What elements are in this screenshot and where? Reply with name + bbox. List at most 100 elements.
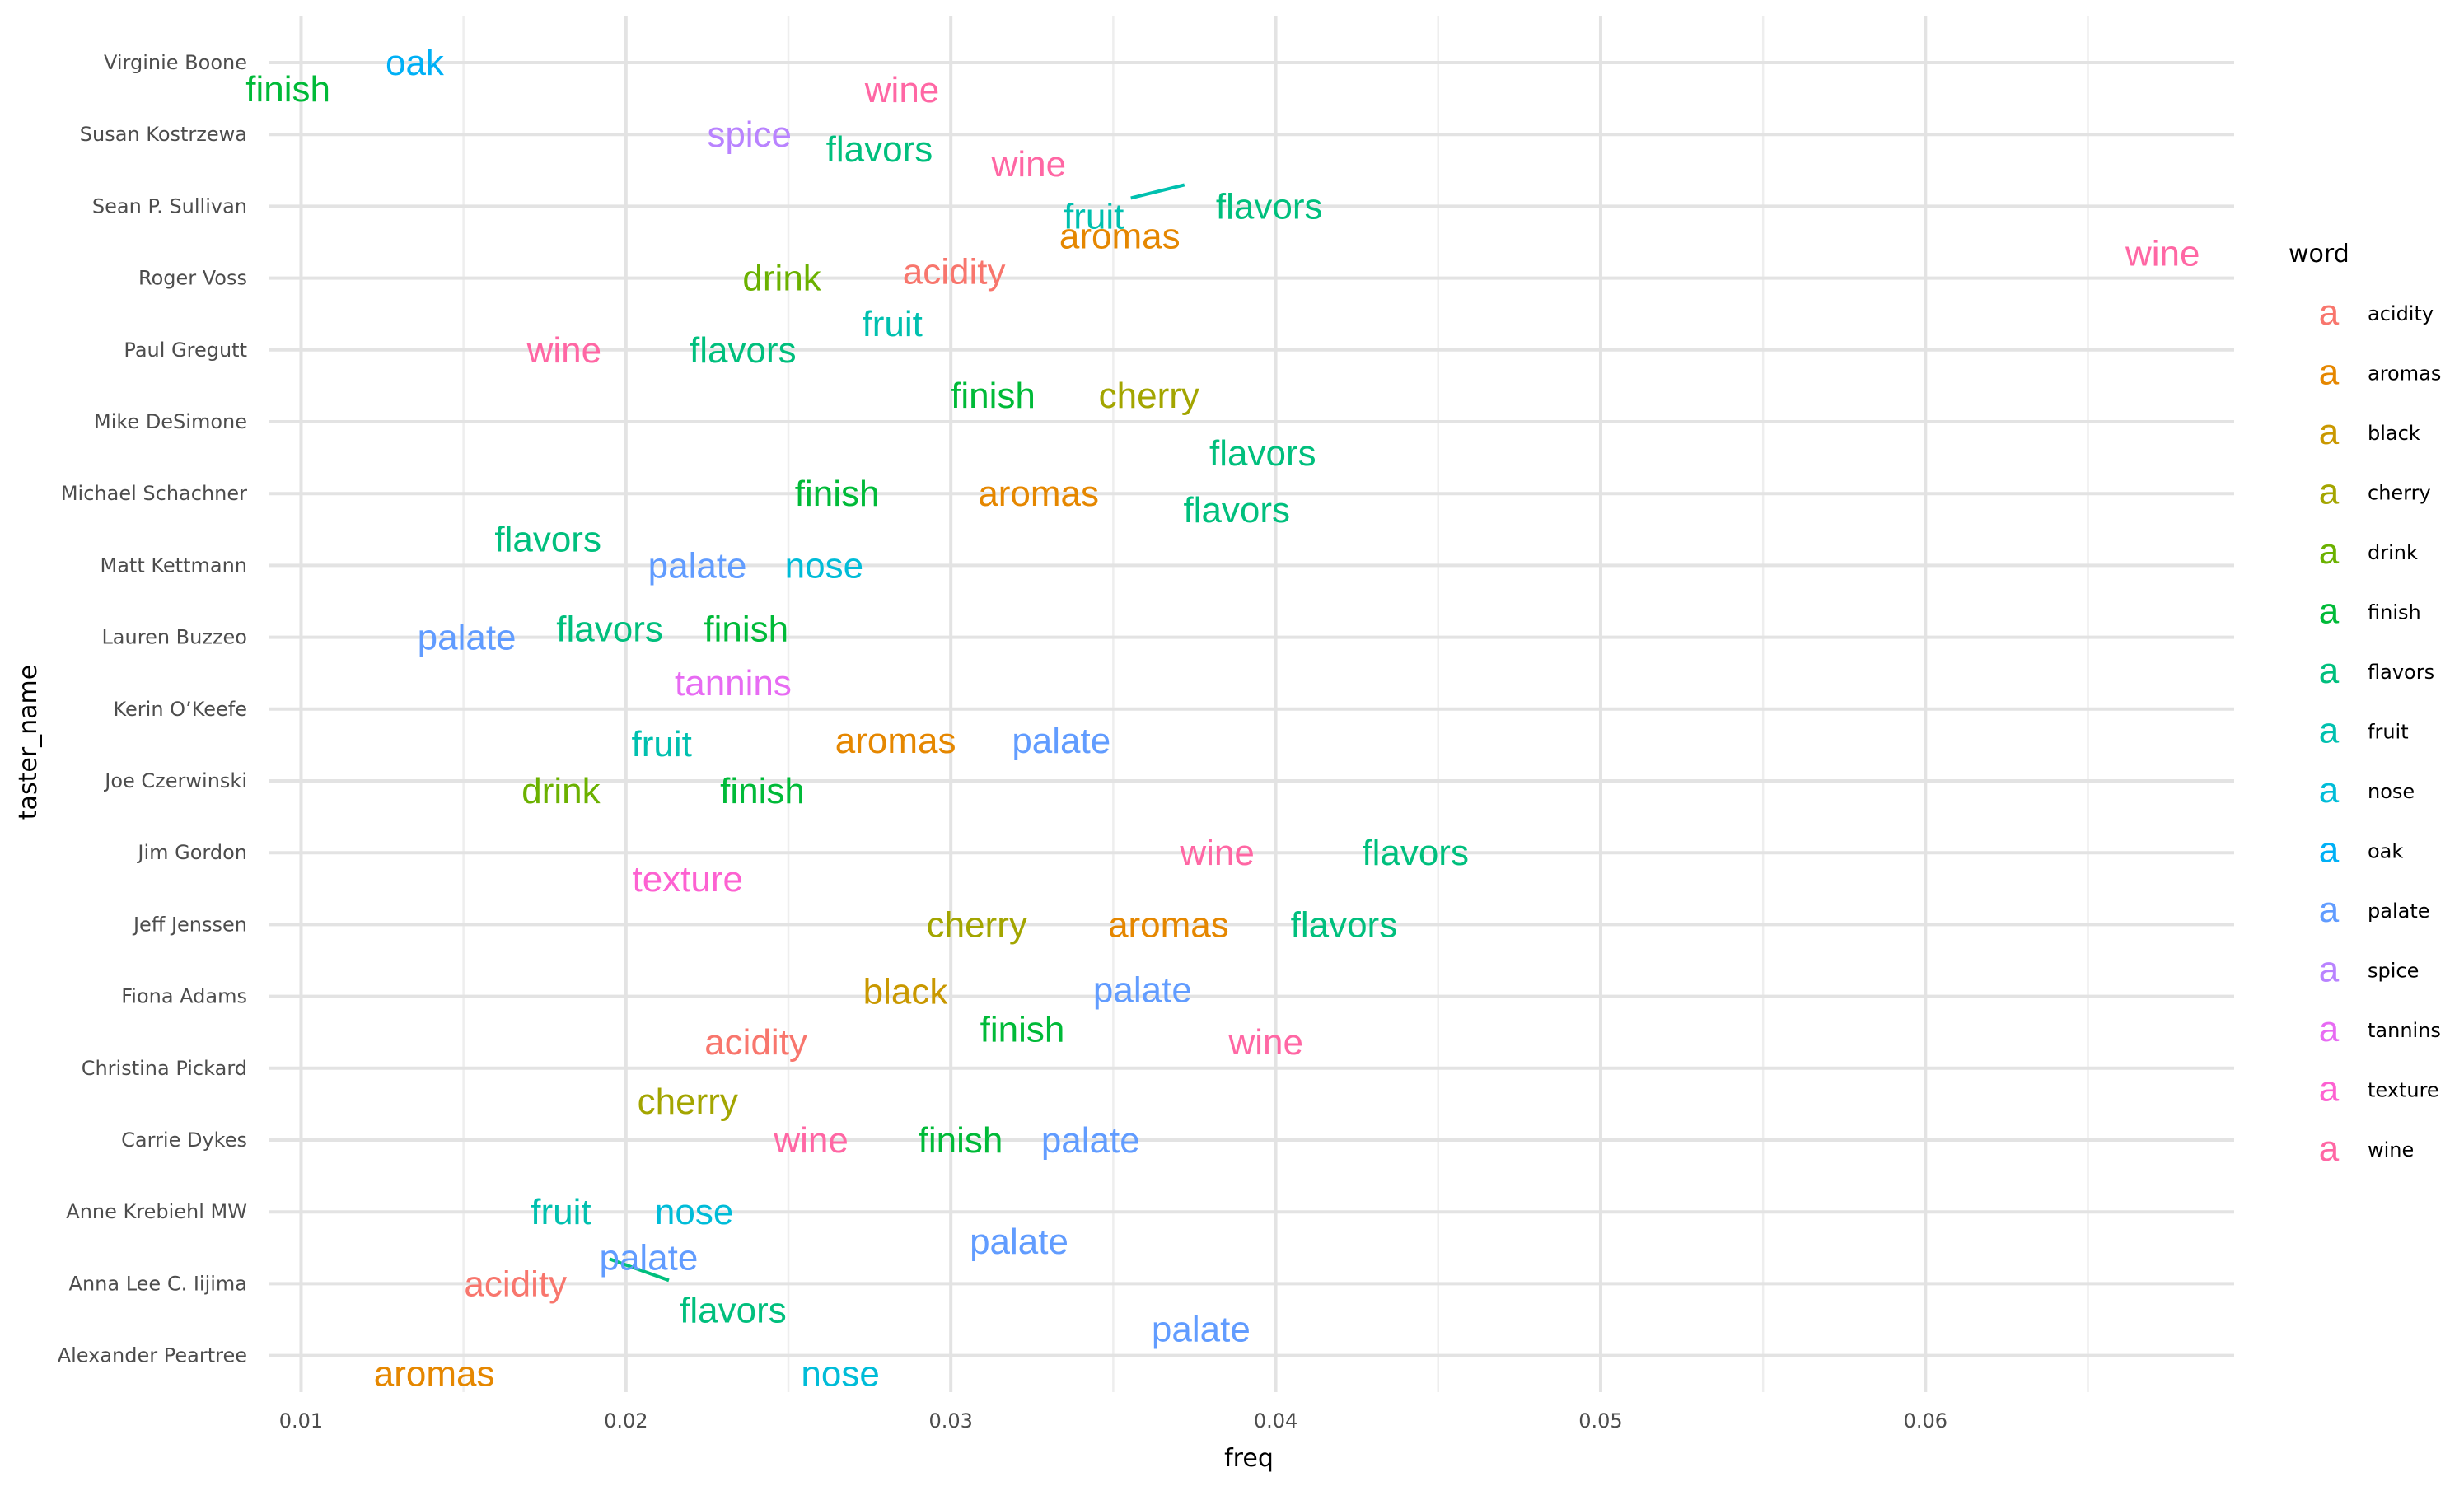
legend-key-glyph: a <box>2319 1009 2340 1049</box>
y-tick-label: Kerin O’Keefe <box>114 698 248 721</box>
word-label-fruit: fruit <box>1064 196 1124 236</box>
word-label-wine: wine <box>864 70 940 110</box>
y-tick-label: Michael Schachner <box>61 482 247 505</box>
y-tick-label: Roger Voss <box>138 267 247 290</box>
word-label-nose: nose <box>655 1192 733 1232</box>
x-tick-label: 0.05 <box>1578 1409 1622 1432</box>
word-label-palate: palate <box>1041 1120 1140 1161</box>
word-label-flavors: flavors <box>680 1290 787 1330</box>
word-label-palate: palate <box>1093 970 1192 1011</box>
y-axis-tick-labels: Virginie Boone Susan Kostrzewa Sean P. Sul… <box>58 51 247 1367</box>
word-label-oak: oak <box>386 43 445 83</box>
legend-item-texture: a texture <box>2319 1069 2439 1110</box>
word-label-acidity: acidity <box>903 252 1006 292</box>
word-label-finish: finish <box>919 1120 1003 1161</box>
y-axis-title: taster_name <box>14 665 43 820</box>
word-label-fruit: fruit <box>863 304 923 344</box>
legend-label: wine <box>2368 1138 2414 1161</box>
word-label-palate: palate <box>418 618 517 658</box>
legend-label: black <box>2368 422 2420 445</box>
word-label-aromas: aromas <box>1059 216 1181 256</box>
x-axis-tick-labels: 0.01 0.02 0.03 0.04 0.05 0.06 <box>279 1409 1947 1432</box>
word-label-acidity: acidity <box>704 1022 807 1063</box>
word-label-cherry: cherry <box>1099 376 1199 416</box>
legend-key-glyph: a <box>2319 950 2340 990</box>
word-label-wine: wine <box>526 330 602 371</box>
word-label-fruit: fruit <box>632 724 692 764</box>
word-label-flavors: flavors <box>1291 904 1398 945</box>
legend-key-glyph: a <box>2319 651 2340 691</box>
label-leader-line <box>609 1257 670 1283</box>
legend-label: finish <box>2368 601 2421 624</box>
word-label-cherry: cherry <box>927 904 1027 945</box>
legend-label: aromas <box>2368 362 2441 386</box>
word-label-finish: finish <box>795 474 880 514</box>
legend-item-nose: a nose <box>2319 770 2415 811</box>
word-label-wine: wine <box>1179 833 1255 873</box>
grid <box>269 16 2234 1392</box>
word-label-cherry: cherry <box>638 1082 738 1122</box>
legend-key-glyph: a <box>2319 830 2340 871</box>
legend-key-glyph: a <box>2319 1069 2340 1110</box>
y-tick-label: Lauren Buzzeo <box>101 626 247 649</box>
y-tick-label: Carrie Dykes <box>121 1129 247 1152</box>
legend-item-tannins: a tannins <box>2319 1009 2441 1049</box>
y-tick-label: Jeff Jenssen <box>132 913 247 936</box>
word-label-tannins: tannins <box>675 663 792 703</box>
x-tick-label: 0.01 <box>279 1409 323 1432</box>
legend-label: drink <box>2368 541 2418 564</box>
word-label-black: black <box>863 972 949 1012</box>
word-label-acidity: acidity <box>464 1264 567 1304</box>
legend-item-flavors: a flavors <box>2319 651 2434 691</box>
y-tick-label: Anna Lee C. Iijima <box>69 1272 247 1295</box>
legend-label: nose <box>2368 780 2415 803</box>
word-label-flavors: flavors <box>1183 490 1290 530</box>
legend-key-glyph: a <box>2319 472 2340 512</box>
legend-key-glyph: a <box>2319 890 2340 930</box>
word-label-fruit: fruit <box>531 1192 591 1232</box>
legend-label: cherry <box>2368 482 2431 505</box>
legend-item-acidity: a acidity <box>2319 292 2434 333</box>
word-label-flavors: flavors <box>1216 186 1323 227</box>
legend-label: texture <box>2368 1079 2439 1102</box>
legend-label: fruit <box>2368 721 2409 744</box>
y-tick-label: Jim Gordon <box>136 841 247 864</box>
word-label-drink: drink <box>521 771 601 811</box>
word-label-palate: palate <box>1152 1310 1251 1350</box>
x-axis-title: freq <box>1224 1444 1274 1473</box>
word-label-flavors: flavors <box>826 129 933 170</box>
y-tick-label: Mike DeSimone <box>94 410 247 433</box>
word-label-wine: wine <box>991 144 1067 185</box>
legend-key-glyph: a <box>2319 1129 2340 1169</box>
legend-key-glyph: a <box>2319 591 2340 632</box>
word-label-finish: finish <box>980 1010 1065 1050</box>
word-label-drink: drink <box>742 259 821 299</box>
word-label-palate: palate <box>970 1222 1068 1262</box>
legend-title: word <box>2289 240 2349 269</box>
y-tick-label: Anne Krebiehl MW <box>66 1200 247 1223</box>
word-label-palate: palate <box>599 1237 698 1278</box>
legend-key-glyph: a <box>2319 770 2340 811</box>
label-leader-line <box>1130 183 1185 200</box>
legend-item-fruit: a fruit <box>2319 711 2409 751</box>
label-leader-lines <box>609 183 1185 1283</box>
x-tick-label: 0.02 <box>604 1409 648 1432</box>
y-tick-label: Joe Czerwinski <box>103 769 247 792</box>
x-tick-label: 0.04 <box>1254 1409 1297 1432</box>
word-label-finish: finish <box>951 376 1036 416</box>
legend-item-drink: a drink <box>2319 531 2418 572</box>
word-label-flavors: flavors <box>494 519 601 559</box>
legend-key-glyph: a <box>2319 292 2340 333</box>
legend-label: oak <box>2368 840 2403 863</box>
legend-item-palate: a palate <box>2319 890 2430 930</box>
legend-item-wine: a wine <box>2319 1129 2415 1169</box>
y-tick-label: Paul Gregutt <box>124 339 247 362</box>
legend-key-glyph: a <box>2319 353 2340 393</box>
legend-label: flavors <box>2368 661 2434 684</box>
x-tick-label: 0.06 <box>1904 1409 1947 1432</box>
word-label-palate: palate <box>1012 721 1110 761</box>
legend-label: palate <box>2368 900 2430 923</box>
